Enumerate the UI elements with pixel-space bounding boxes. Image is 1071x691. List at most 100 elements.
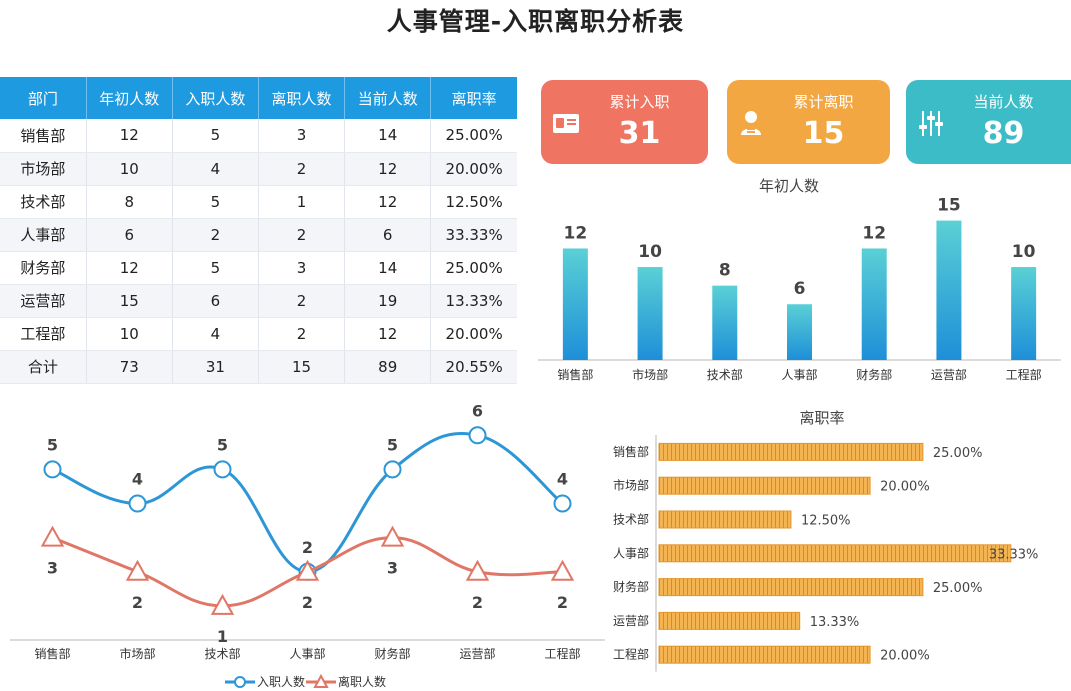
data-label: 20.00% [880, 480, 930, 495]
table-cell: 12 [344, 317, 432, 351]
leave-point [380, 525, 405, 547]
x-tick-label: 财务部 [856, 367, 892, 382]
table-cell: 4 [172, 152, 259, 186]
table-cell: 14 [344, 251, 432, 285]
data-label: 25.00% [933, 581, 983, 596]
table-cell: 2 [172, 218, 259, 252]
data-label: 2 [557, 593, 568, 612]
y-tick-label: 销售部 [613, 444, 649, 459]
table-cell: 运营部 [0, 284, 87, 318]
data-label: 5 [387, 435, 398, 454]
column-header: 年初人数 [86, 77, 173, 119]
table-cell: 2 [258, 317, 346, 351]
table-row: 销售部 12 5 3 14 25.00% [0, 119, 517, 153]
table-cell: 10 [86, 152, 173, 186]
kpi-value: 15 [802, 116, 845, 151]
table-cell: 2 [258, 284, 346, 318]
bar [658, 544, 1012, 563]
table-cell: 89 [344, 350, 432, 384]
table-cell: 1 [258, 185, 346, 219]
table-cell: 33.33% [430, 218, 517, 252]
y-tick-label: 运营部 [613, 613, 649, 628]
table-cell: 25.00% [430, 119, 517, 153]
chart-title: 年初人数 [759, 177, 819, 195]
leave-point [210, 593, 235, 615]
column-header: 离职人数 [258, 77, 346, 119]
x-tick-label: 工程部 [1006, 367, 1042, 382]
kpi-value: 31 [618, 116, 661, 151]
table-cell: 5 [172, 119, 259, 153]
x-tick-label: 销售部 [557, 367, 593, 382]
data-label: 33.33% [989, 547, 1039, 562]
table-cell: 工程部 [0, 317, 87, 351]
table-cell: 13.33% [430, 284, 517, 318]
data-label: 5 [47, 435, 58, 454]
bar [658, 476, 871, 495]
data-label: 2 [472, 593, 483, 612]
x-tick-label: 人事部 [289, 646, 325, 661]
join-point [553, 494, 572, 513]
table-cell: 2 [258, 218, 346, 252]
table-row: 市场部 10 4 2 12 20.00% [0, 152, 517, 186]
kpi-value: 89 [982, 116, 1025, 151]
table-cell: 31 [172, 350, 259, 384]
column-header: 部门 [0, 77, 87, 119]
data-label: 6 [472, 401, 483, 420]
bar [658, 442, 924, 461]
sliders-icon [919, 111, 943, 136]
bar [562, 248, 588, 360]
legend-marker-join [234, 676, 246, 688]
table-cell: 5 [172, 185, 259, 219]
data-label: 25.00% [933, 446, 983, 461]
column-header: 当前人数 [344, 77, 432, 119]
data-label: 5 [217, 435, 228, 454]
data-label: 4 [557, 470, 568, 489]
y-tick-label: 工程部 [613, 647, 649, 662]
chart-title: 离职率 [799, 409, 844, 427]
department-table: 部门 年初人数 入职人数 离职人数 当前人数 离职率 销售部 12 5 3 14 25.00% 市场部… [0, 77, 517, 384]
data-label: 6 [794, 279, 806, 299]
data-label: 3 [387, 559, 398, 578]
user-icon [741, 111, 761, 135]
bar [712, 285, 738, 360]
y-tick-label: 财务部 [613, 579, 649, 594]
x-tick-label: 运营部 [931, 367, 967, 382]
leave-point [550, 559, 575, 581]
bar [861, 248, 887, 360]
table-cell: 3 [258, 119, 346, 153]
y-tick-label: 市场部 [613, 478, 649, 493]
table-cell: 20.00% [430, 317, 517, 351]
leave-point [40, 525, 65, 547]
bar [1011, 267, 1037, 360]
y-tick-label: 技术部 [613, 512, 649, 527]
join-point [383, 460, 402, 479]
table-cell: 25.00% [430, 251, 517, 285]
table-row: 人事部 6 2 2 6 33.33% [0, 218, 517, 252]
join-point [213, 460, 232, 479]
kpi-card-cumulative-left: 累计离职 15 [727, 80, 890, 164]
x-tick-label: 财务部 [374, 646, 410, 661]
data-label: 20.00% [880, 649, 930, 664]
kpi-card-cumulative-joined: 累计入职 31 [541, 80, 708, 164]
table-row: 财务部 12 5 3 14 25.00% [0, 251, 517, 285]
table-cell: 合计 [0, 350, 87, 384]
kpi-card-current-headcount: 当前人数 89 [906, 80, 1071, 164]
table-row: 工程部 10 4 2 12 20.00% [0, 317, 517, 351]
bar [787, 304, 812, 360]
table-cell: 10 [86, 317, 173, 351]
x-tick-label: 技术部 [204, 646, 240, 661]
x-tick-label: 工程部 [544, 646, 580, 661]
x-tick-label: 销售部 [34, 646, 70, 661]
data-label: 1 [217, 627, 228, 646]
data-label: 2 [302, 538, 313, 557]
kpi-label: 累计离职 [793, 93, 854, 111]
bar [637, 267, 663, 360]
data-label: 13.33% [810, 615, 860, 630]
table-cell: 15 [258, 350, 346, 384]
legend-label: 入职人数 [257, 674, 305, 689]
page-title: 人事管理-入职离职分析表 [386, 7, 685, 36]
table-cell: 14 [344, 119, 432, 153]
table-cell: 20.00% [430, 152, 517, 186]
table-body: 销售部 12 5 3 14 25.00% 市场部 10 4 2 12 20.00% 技术部 8 5 1 12 12… [0, 119, 517, 384]
